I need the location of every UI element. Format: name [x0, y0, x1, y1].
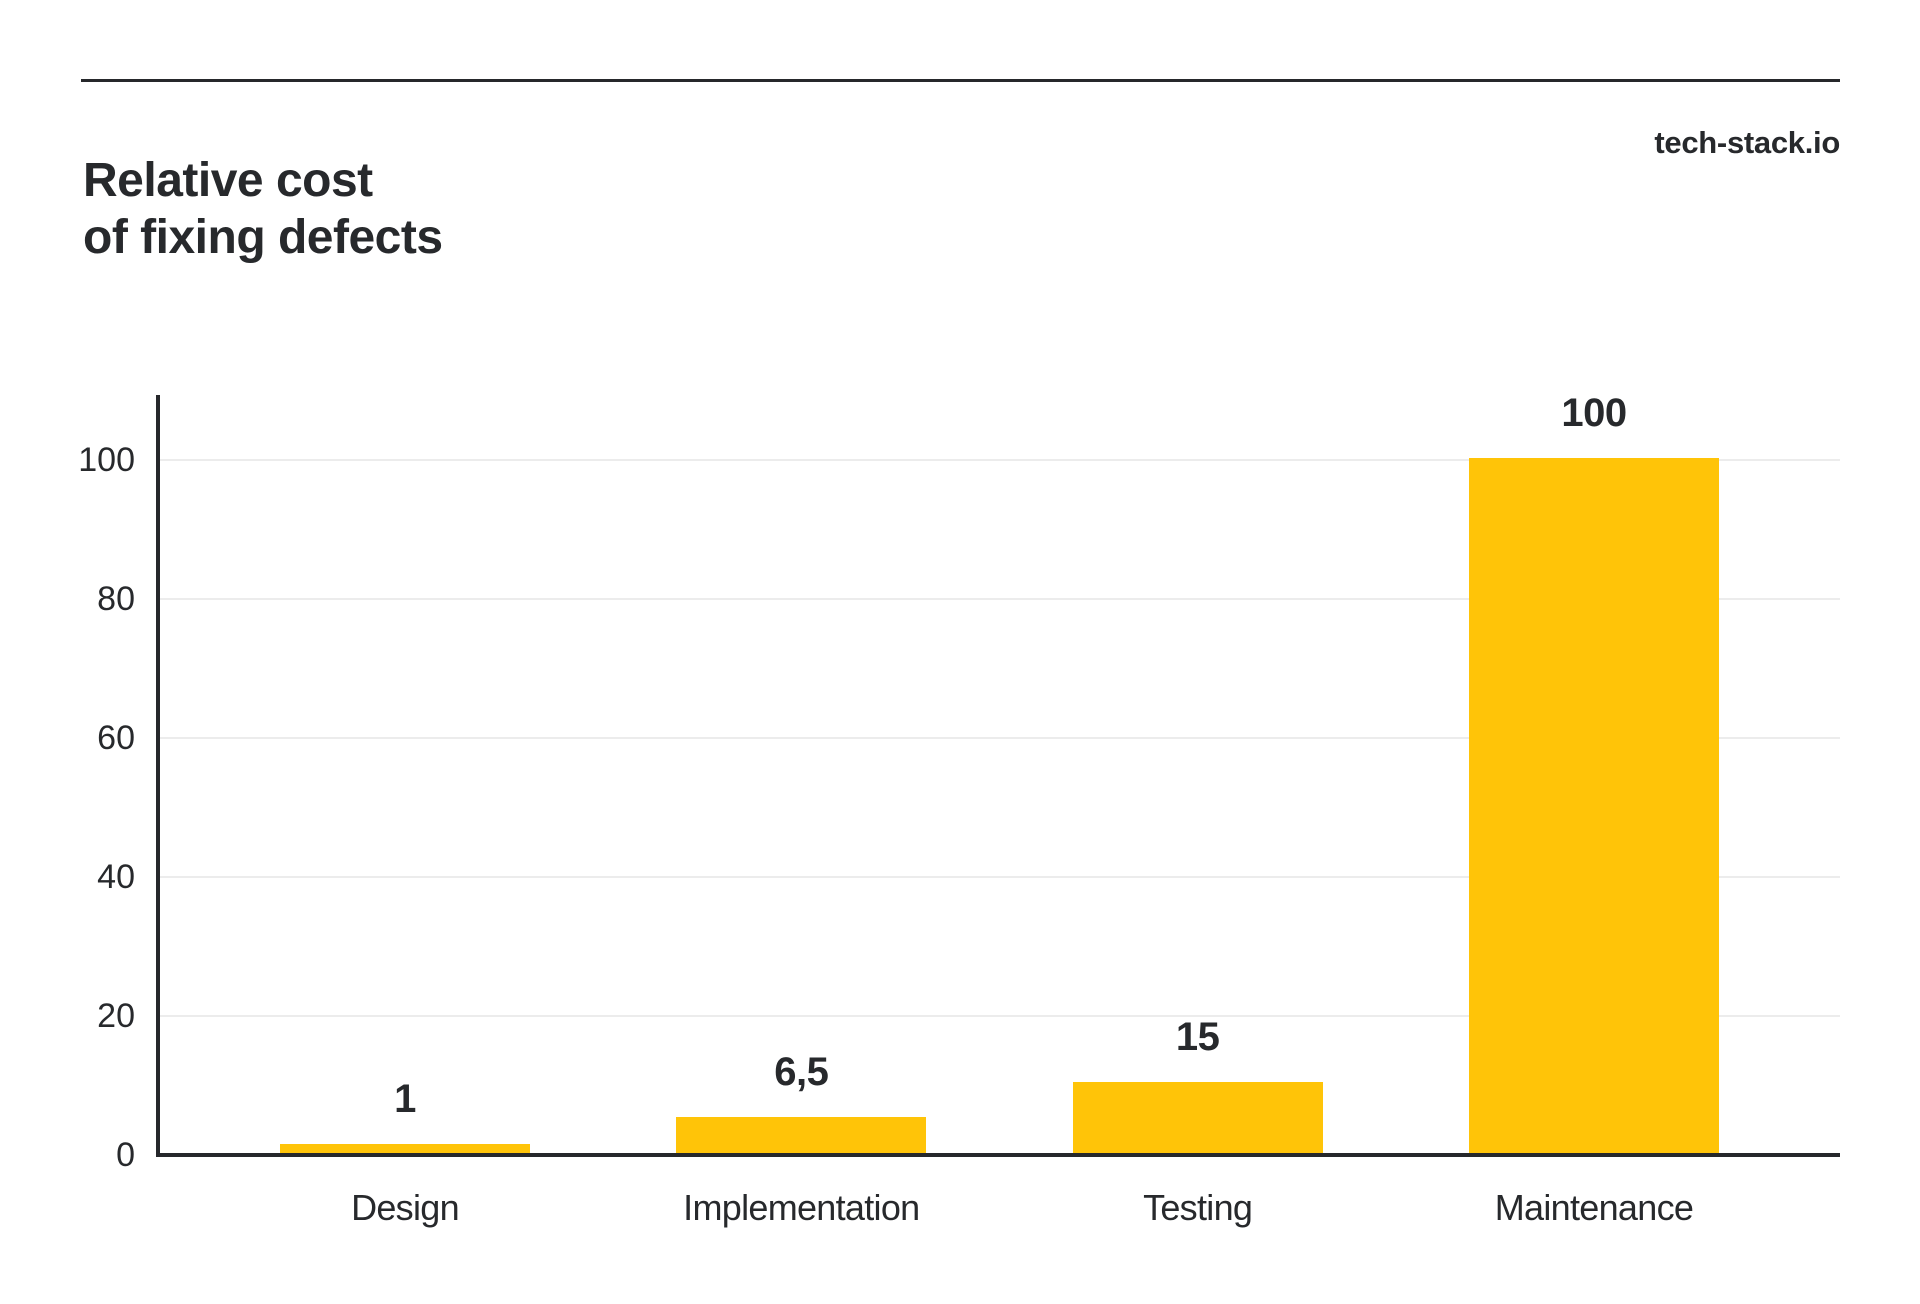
y-tick-label: 60 [97, 719, 135, 757]
bar-design [280, 1144, 530, 1153]
bar-value-label-testing: 15 [1175, 1015, 1220, 1059]
top-divider-rule [81, 79, 1840, 82]
gridline-40 [160, 876, 1840, 878]
page-title: Relative cost of fixing defects [83, 154, 443, 265]
x-axis-line [156, 1153, 1840, 1157]
y-tick-label: 40 [97, 858, 135, 896]
y-axis-line [156, 395, 160, 1157]
bar-value-label-implementation: 6,5 [774, 1050, 829, 1094]
y-tick-label: 0 [116, 1136, 135, 1174]
gridline-80 [160, 598, 1840, 600]
y-tick-label: 100 [78, 441, 135, 479]
y-tick-label: 80 [97, 580, 135, 618]
bar-value-label-design: 1 [394, 1077, 416, 1121]
y-tick-label: 20 [97, 997, 135, 1035]
bar-maintenance [1468, 458, 1719, 1153]
x-axis-label-implementation: Implementation [683, 1187, 920, 1228]
x-axis-label-design: Design [351, 1187, 460, 1228]
gridline-100 [160, 459, 1840, 461]
brand-watermark: tech-stack.io [1654, 125, 1840, 160]
gridline-20 [160, 1015, 1840, 1017]
bar-value-label-maintenance: 100 [1561, 391, 1627, 435]
gridline-60 [160, 737, 1840, 739]
x-axis-label-maintenance: Maintenance [1494, 1187, 1694, 1228]
x-axis-label-testing: Testing [1143, 1187, 1253, 1228]
bar-implementation [676, 1117, 927, 1153]
bar-testing [1072, 1082, 1323, 1153]
